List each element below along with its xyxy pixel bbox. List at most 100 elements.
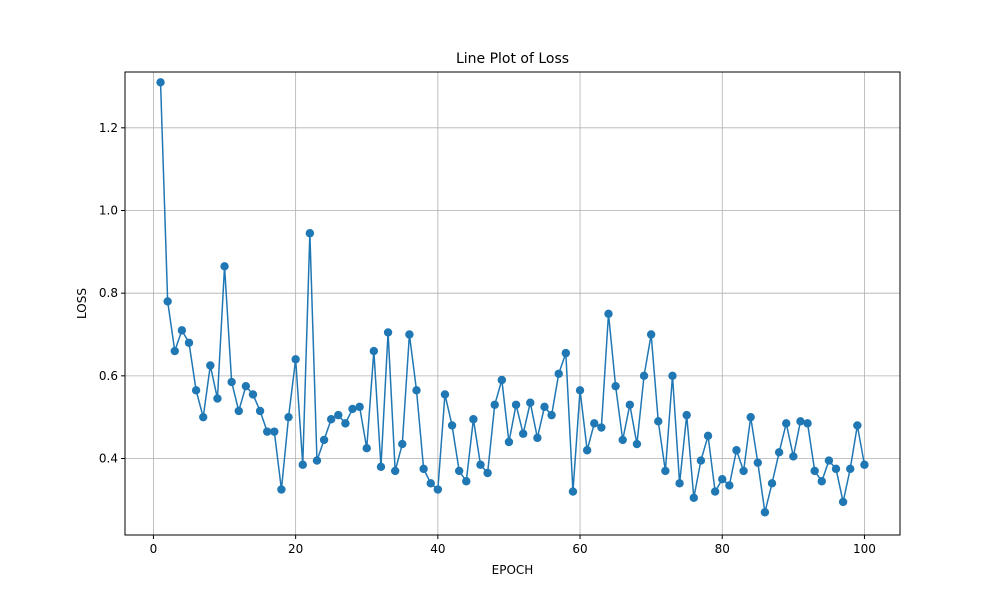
data-point bbox=[312, 456, 322, 465]
data-point bbox=[248, 390, 258, 399]
data-point bbox=[206, 361, 215, 370]
data-point bbox=[376, 462, 386, 471]
data-point bbox=[696, 456, 706, 465]
x-tick-label: 20 bbox=[288, 542, 303, 556]
data-point bbox=[255, 406, 265, 416]
data-point bbox=[433, 485, 443, 494]
data-point bbox=[710, 487, 720, 496]
data-point bbox=[419, 464, 428, 474]
data-point bbox=[326, 415, 336, 424]
data-point bbox=[860, 460, 869, 469]
data-point bbox=[504, 437, 514, 447]
data-point bbox=[739, 466, 748, 476]
data-point bbox=[540, 402, 549, 412]
data-point bbox=[334, 410, 343, 420]
y-axis-label: LOSS bbox=[75, 288, 89, 319]
data-point bbox=[547, 410, 556, 420]
data-point bbox=[661, 466, 670, 476]
data-point bbox=[412, 386, 421, 395]
data-point bbox=[241, 381, 251, 391]
chart-title: Line Plot of Loss bbox=[456, 51, 569, 67]
data-point bbox=[838, 497, 848, 507]
data-point bbox=[518, 429, 528, 438]
data-point bbox=[291, 355, 300, 364]
loss-series-line bbox=[159, 82, 866, 514]
data-point bbox=[639, 371, 649, 381]
data-point bbox=[341, 419, 350, 428]
y-tick-label: 1.0 bbox=[99, 203, 118, 217]
data-point bbox=[611, 381, 620, 391]
data-point bbox=[817, 477, 826, 486]
data-point bbox=[426, 479, 435, 488]
ticks: 0 20 40 60 80 100 0.4 0.6 0.8 1.0 1.2 bbox=[99, 121, 876, 556]
data-point bbox=[177, 326, 187, 335]
data-point bbox=[227, 377, 236, 387]
y-tick-label: 0.8 bbox=[99, 286, 118, 300]
data-point bbox=[163, 297, 172, 306]
x-tick-label: 0 bbox=[150, 542, 158, 556]
data-point bbox=[405, 330, 414, 339]
data-point bbox=[803, 419, 812, 428]
plot-frame bbox=[124, 71, 901, 536]
data-point bbox=[853, 421, 862, 430]
data-point bbox=[362, 443, 371, 453]
data-point bbox=[632, 439, 642, 449]
data-point bbox=[846, 464, 855, 474]
data-point bbox=[398, 439, 407, 449]
data-point bbox=[668, 371, 677, 381]
data-point bbox=[170, 346, 179, 356]
data-point bbox=[718, 474, 727, 484]
data-point bbox=[789, 452, 798, 461]
data-point bbox=[483, 468, 492, 478]
y-tick-label: 0.6 bbox=[99, 369, 118, 383]
data-point bbox=[654, 417, 663, 426]
x-axis-label: EPOCH bbox=[492, 563, 534, 577]
data-point bbox=[824, 456, 834, 465]
data-point bbox=[782, 419, 791, 428]
data-point bbox=[355, 402, 364, 412]
x-tick-label: 100 bbox=[853, 542, 876, 556]
data-point bbox=[675, 479, 684, 488]
data-point bbox=[582, 446, 592, 455]
y-tick-label: 1.2 bbox=[99, 121, 118, 135]
data-point bbox=[831, 464, 841, 474]
data-point bbox=[597, 423, 606, 432]
x-tick-label: 80 bbox=[715, 542, 730, 556]
data-point bbox=[725, 481, 734, 490]
data-point bbox=[298, 460, 307, 469]
data-point bbox=[447, 421, 457, 430]
data-point bbox=[213, 394, 222, 403]
data-point bbox=[760, 508, 770, 517]
data-point bbox=[646, 330, 656, 339]
data-point bbox=[604, 309, 613, 319]
data-point bbox=[348, 404, 357, 414]
data-point bbox=[497, 375, 507, 385]
data-point bbox=[440, 390, 450, 399]
data-point bbox=[526, 398, 535, 407]
data-point bbox=[390, 466, 400, 476]
data-point bbox=[554, 369, 563, 378]
data-point bbox=[590, 419, 599, 428]
data-point bbox=[490, 400, 499, 409]
grid bbox=[125, 72, 900, 535]
data-point bbox=[454, 466, 464, 476]
data-point bbox=[263, 427, 272, 436]
x-tick-label: 40 bbox=[430, 542, 445, 556]
data-point bbox=[625, 400, 635, 409]
data-point bbox=[462, 477, 471, 486]
data-point bbox=[476, 460, 485, 469]
data-point bbox=[703, 431, 713, 440]
data-point bbox=[689, 493, 699, 502]
data-point bbox=[319, 435, 329, 445]
data-point bbox=[561, 348, 571, 358]
data-point bbox=[234, 406, 243, 416]
data-point bbox=[746, 412, 755, 422]
y-tick-label: 0.4 bbox=[99, 452, 118, 466]
data-point bbox=[270, 427, 279, 436]
data-point bbox=[184, 338, 194, 347]
data-point bbox=[810, 466, 819, 476]
data-point bbox=[469, 415, 478, 424]
data-point bbox=[575, 386, 585, 395]
